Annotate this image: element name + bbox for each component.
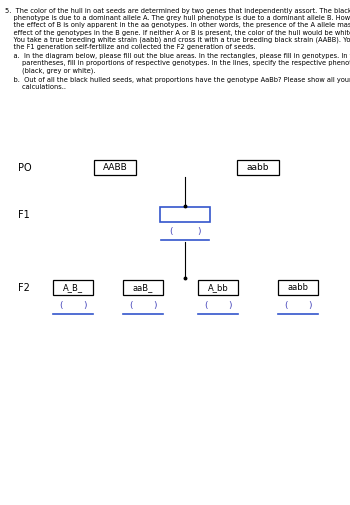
Text: aabb: aabb xyxy=(247,163,269,172)
Text: the effect of B is only apparent in the aa genotypes. In other words, the presen: the effect of B is only apparent in the … xyxy=(5,22,350,28)
FancyBboxPatch shape xyxy=(160,207,210,222)
FancyBboxPatch shape xyxy=(198,280,238,295)
Text: A_bb: A_bb xyxy=(208,283,228,292)
Text: parentheses, fill in proportions of respective genotypes. In the lines, specify : parentheses, fill in proportions of resp… xyxy=(5,60,350,66)
Text: aaB_: aaB_ xyxy=(133,283,153,292)
Text: PO: PO xyxy=(18,163,32,173)
Text: phenotype is due to a dominant allele A. The grey hull phenotype is due to a dom: phenotype is due to a dominant allele A.… xyxy=(5,15,350,21)
Text: You take a true breeding white strain (aabb) and cross it with a true breeding b: You take a true breeding white strain (a… xyxy=(5,37,350,43)
Text: (: ( xyxy=(59,300,63,310)
Text: effect of the genotypes in the B gene. If neither A or B is present, the color o: effect of the genotypes in the B gene. I… xyxy=(5,29,350,35)
FancyBboxPatch shape xyxy=(123,280,163,295)
Text: (: ( xyxy=(169,227,173,235)
Text: (: ( xyxy=(129,300,133,310)
Text: ): ) xyxy=(228,300,232,310)
Text: (: ( xyxy=(204,300,208,310)
Text: A_B_: A_B_ xyxy=(63,283,83,292)
Text: F2: F2 xyxy=(18,282,30,292)
Text: AABB: AABB xyxy=(103,163,127,172)
Text: ): ) xyxy=(197,227,201,235)
Text: a.  In the diagram below, please fill out the blue areas. In the rectangles, ple: a. In the diagram below, please fill out… xyxy=(5,53,350,59)
Text: calculations..: calculations.. xyxy=(5,84,66,90)
Text: ): ) xyxy=(83,300,87,310)
Text: ): ) xyxy=(153,300,157,310)
Text: b.  Out of all the black hulled seeds, what proportions have the genotype AaBb? : b. Out of all the black hulled seeds, wh… xyxy=(5,77,350,83)
Text: ): ) xyxy=(308,300,312,310)
FancyBboxPatch shape xyxy=(94,160,136,175)
Text: aabb: aabb xyxy=(287,283,308,292)
FancyBboxPatch shape xyxy=(237,160,279,175)
Text: F1: F1 xyxy=(18,210,30,220)
Text: (black, grey or white).: (black, grey or white). xyxy=(5,68,96,74)
Text: (: ( xyxy=(284,300,288,310)
FancyBboxPatch shape xyxy=(278,280,318,295)
Text: the F1 generation self-fertilize and collected the F2 generation of seeds.: the F1 generation self-fertilize and col… xyxy=(5,44,256,50)
Text: 5.  The color of the hull in oat seeds are determined by two genes that independ: 5. The color of the hull in oat seeds ar… xyxy=(5,8,350,14)
FancyBboxPatch shape xyxy=(53,280,93,295)
